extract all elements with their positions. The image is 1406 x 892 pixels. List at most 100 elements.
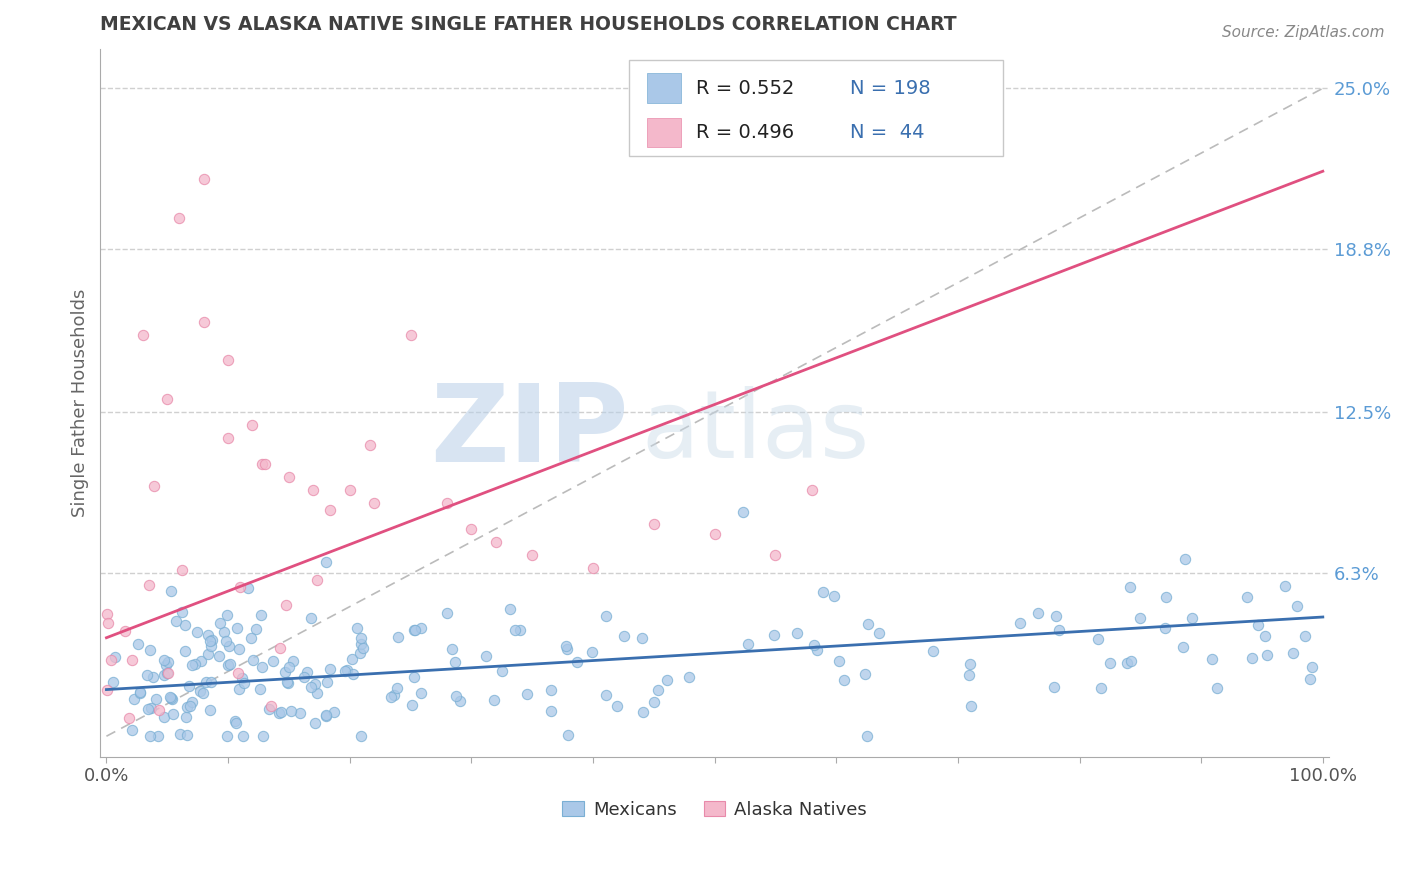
Point [152, 710, 174, 724]
Point [319, 502, 342, 516]
Point [217, 431, 239, 445]
Point [411, 621, 433, 635]
Point [340, 652, 363, 666]
Point [1201, 652, 1223, 666]
Point [156, 666, 179, 681]
Point [333, 664, 356, 678]
Point [153, 652, 176, 666]
Point [449, 694, 471, 708]
Point [280, 704, 302, 718]
Point [165, 614, 187, 628]
Point [174, 644, 197, 658]
Point [100, 653, 122, 667]
Point [1281, 646, 1303, 660]
Point [260, 698, 283, 713]
Point [581, 644, 603, 658]
Point [250, 607, 273, 622]
Point [828, 654, 851, 668]
Point [186, 625, 208, 640]
Point [233, 676, 256, 690]
Point [1256, 648, 1278, 662]
Point [148, 703, 170, 717]
Point [253, 457, 276, 471]
Point [162, 707, 184, 722]
Point [1253, 629, 1275, 643]
Point [228, 642, 250, 657]
Point [803, 638, 825, 652]
Point [678, 670, 700, 684]
Point [277, 676, 299, 690]
Point [1294, 629, 1316, 643]
Point [305, 573, 328, 587]
Text: R = 0.552: R = 0.552 [696, 78, 794, 98]
Point [138, 577, 160, 591]
Point [1010, 616, 1032, 631]
Point [402, 623, 425, 637]
Point [643, 516, 665, 531]
Point [239, 631, 262, 645]
Point [218, 639, 240, 653]
Point [363, 496, 385, 510]
Point [173, 617, 195, 632]
Point [436, 606, 458, 620]
Point [156, 392, 179, 407]
Point [267, 706, 290, 721]
Point [482, 693, 505, 707]
Point [339, 483, 361, 497]
Point [176, 727, 198, 741]
Point [922, 644, 945, 658]
Point [540, 704, 562, 718]
Point [288, 706, 311, 721]
Point [193, 172, 215, 186]
Point [217, 658, 239, 673]
Point [269, 641, 291, 656]
Point [595, 688, 617, 702]
Point [503, 623, 526, 637]
Point [129, 686, 152, 700]
Point [1045, 608, 1067, 623]
Point [1090, 681, 1112, 695]
Point [1047, 624, 1070, 638]
Point [349, 646, 371, 660]
Point [249, 681, 271, 696]
Point [212, 624, 235, 639]
Point [444, 656, 467, 670]
Point [856, 729, 879, 743]
Point [440, 642, 463, 657]
Point [404, 623, 426, 637]
Point [299, 611, 322, 625]
Point [1119, 654, 1142, 668]
Text: Source: ZipAtlas.com: Source: ZipAtlas.com [1222, 25, 1385, 40]
Point [283, 655, 305, 669]
Text: N = 198: N = 198 [849, 78, 931, 98]
Point [491, 664, 513, 678]
Point [557, 728, 579, 742]
Point [567, 655, 589, 669]
Point [436, 496, 458, 510]
Point [104, 650, 127, 665]
Y-axis label: Single Father Households: Single Father Households [72, 289, 89, 517]
Point [1236, 591, 1258, 605]
Point [380, 690, 402, 705]
Point [142, 479, 165, 493]
Point [136, 668, 159, 682]
Point [336, 663, 359, 677]
Point [733, 505, 755, 519]
Point [409, 686, 432, 700]
Text: MEXICAN VS ALASKA NATIVE SINGLE FATHER HOUSEHOLDS CORRELATION CHART: MEXICAN VS ALASKA NATIVE SINGLE FATHER H… [100, 15, 957, 34]
Point [160, 584, 183, 599]
Point [1181, 611, 1204, 625]
Point [1087, 632, 1109, 647]
Point [1299, 672, 1322, 686]
Point [277, 660, 299, 674]
Point [197, 648, 219, 662]
Point [295, 665, 318, 679]
Point [276, 674, 298, 689]
Point [1043, 681, 1066, 695]
Point [299, 680, 322, 694]
Point [157, 665, 180, 680]
Point [786, 625, 808, 640]
Point [124, 692, 146, 706]
Point [200, 633, 222, 648]
Point [160, 690, 183, 705]
